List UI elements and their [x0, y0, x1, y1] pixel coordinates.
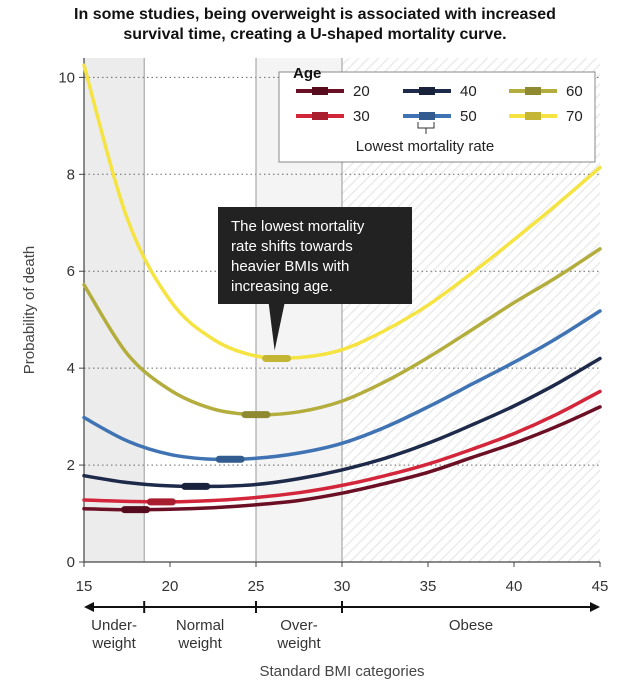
chart-title-line-1: In some studies, being overweight is ass… [74, 6, 556, 23]
x-tick-label-30: 30 [334, 578, 351, 595]
annotation-box [218, 207, 412, 304]
x-tick-label-40: 40 [506, 578, 523, 595]
x-axis-label: Standard BMI categories [259, 663, 424, 680]
annotation-text-line-2: heavier BMIs with [231, 258, 349, 275]
normal-weight-zone [144, 58, 256, 562]
annotation-text-line-3: increasing age. [231, 278, 333, 295]
series-line-age-40 [82, 356, 602, 489]
y-axis-label: Probability of death [21, 246, 38, 374]
category-label-0-line-1: weight [91, 635, 136, 652]
series-line-age-70 [82, 63, 602, 361]
chart-title-line-2: survival time, creating a U-shaped morta… [123, 26, 507, 43]
y-tick-label-0: 0 [67, 554, 75, 571]
category-arrow-left-head [84, 602, 94, 612]
category-label-2-line-0: Over- [280, 617, 318, 634]
x-tick-label-35: 35 [420, 578, 437, 595]
legend-label-age-30: 30 [353, 108, 370, 125]
category-label-0-line-0: Under- [91, 617, 137, 634]
y-tick-label-8: 8 [67, 166, 75, 183]
x-tick-label-20: 20 [162, 578, 179, 595]
y-tick-label-6: 6 [67, 263, 75, 280]
annotation-text-line-0: The lowest mortality [231, 218, 365, 235]
legend-label-age-70: 70 [566, 108, 583, 125]
category-label-3-line-0: Obese [449, 617, 493, 634]
y-tick-label-2: 2 [67, 457, 75, 474]
x-tick-label-15: 15 [76, 578, 93, 595]
series-line-age-20 [82, 405, 602, 512]
category-label-1-line-0: Normal [176, 617, 224, 634]
series-line-age-50 [82, 309, 602, 462]
legend-label-age-60: 60 [566, 83, 583, 100]
x-tick-label-45: 45 [592, 578, 609, 595]
annotation-text-line-1: rate shifts towards [231, 238, 353, 255]
legend-label-age-40: 40 [460, 83, 477, 100]
y-tick-label-4: 4 [67, 360, 75, 377]
underweight-zone [84, 58, 145, 562]
category-arrow-right-head [590, 602, 600, 612]
category-label-1-line-1: weight [177, 635, 222, 652]
legend-title: Age [293, 65, 321, 82]
series-line-age-60 [82, 247, 602, 417]
category-label-2-line-1: weight [276, 635, 321, 652]
y-tick-label-10: 10 [58, 69, 75, 86]
x-tick-label-25: 25 [248, 578, 265, 595]
annotation-pointer [268, 303, 285, 351]
legend-note: Lowest mortality rate [356, 138, 494, 155]
legend-label-age-50: 50 [460, 108, 477, 125]
legend-label-age-20: 20 [353, 83, 370, 100]
